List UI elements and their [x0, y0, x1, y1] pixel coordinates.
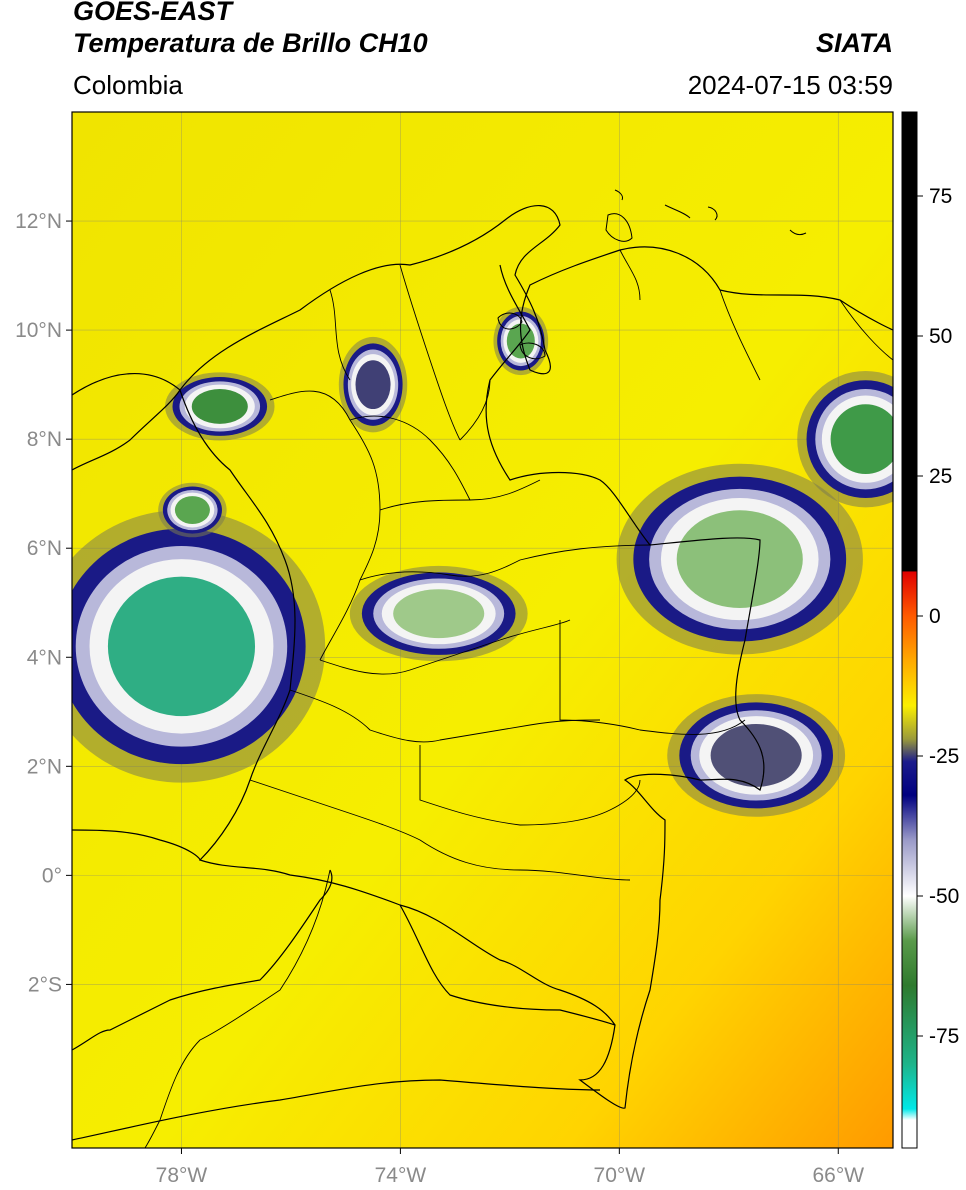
cloud-cell — [158, 482, 227, 538]
colorbar-tick-label: 75 — [929, 185, 952, 208]
colorbar — [902, 112, 917, 1148]
cloud-cell — [72, 510, 326, 783]
lon-tick-label: 78°W — [156, 1164, 208, 1187]
cell-core — [830, 404, 893, 475]
cloud-cells — [72, 306, 893, 817]
colorbar-tick-label: -50 — [929, 885, 959, 908]
datetime-label: 2024-07-15 03:59 — [687, 70, 893, 100]
region-label: Colombia — [73, 70, 183, 100]
cell-core — [107, 576, 256, 717]
lat-tick-label: 6°N — [27, 537, 62, 560]
map-frame — [71, 111, 894, 1149]
colorbar-tick-label: -25 — [929, 745, 959, 768]
colorbar-tick-label: -75 — [929, 1025, 959, 1048]
cell-core — [191, 388, 248, 424]
colorbar-frame — [901, 111, 918, 1149]
cloud-cell — [616, 463, 863, 655]
satellite-title: GOES-EAST — [73, 0, 233, 26]
product-title: Temperatura de Brillo CH10 — [73, 28, 428, 58]
lat-tick-label: 12°N — [15, 210, 62, 233]
colorbar-tick-label: 50 — [929, 325, 952, 348]
cloud-cell — [165, 372, 275, 441]
lon-tick-label: 74°W — [375, 1164, 427, 1187]
colorbar-ticks: 75 50 25 0 -25 -50 -75 — [917, 185, 959, 1048]
lat-tick-label: 0° — [42, 864, 62, 887]
cell-core — [676, 510, 803, 608]
lat-tick-label: 8°N — [27, 428, 62, 451]
cell-core — [710, 724, 802, 787]
lat-tick-label: 2°N — [27, 755, 62, 778]
cloud-cell — [797, 371, 893, 508]
cloud-cell — [349, 565, 528, 662]
lat-tick-label: 2°S — [28, 973, 62, 996]
cloud-cell — [338, 336, 408, 433]
latitude-ticks: 12°N 10°N 8°N 6°N 4°N 2°N 0° 2°S — [15, 210, 72, 996]
cell-core — [393, 589, 485, 639]
cell-core — [174, 496, 210, 525]
lon-tick-label: 70°W — [594, 1164, 646, 1187]
lat-tick-label: 10°N — [15, 319, 62, 342]
lon-tick-label: 66°W — [812, 1164, 864, 1187]
agency-label: SIATA — [816, 28, 893, 58]
cloud-cell — [667, 694, 846, 817]
lat-tick-label: 4°N — [27, 646, 62, 669]
longitude-ticks: 78°W 74°W 70°W 66°W — [156, 1148, 864, 1187]
colorbar-tick-label: 25 — [929, 465, 952, 488]
cell-core — [355, 360, 391, 410]
political-borders — [72, 189, 893, 1148]
colorbar-tick-label: 0 — [929, 605, 941, 628]
